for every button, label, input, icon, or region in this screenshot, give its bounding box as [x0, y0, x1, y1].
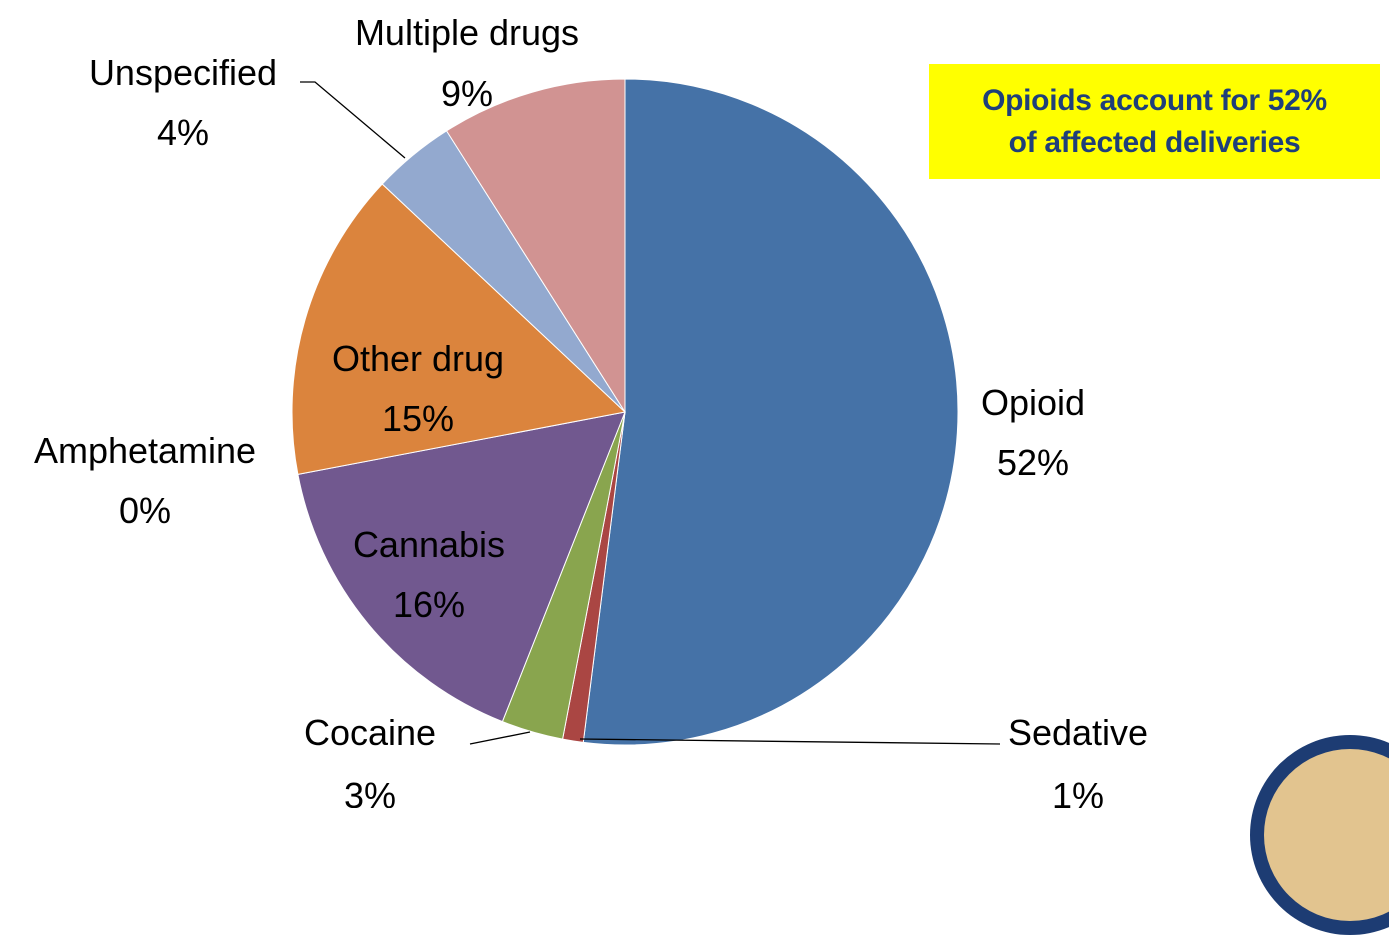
pie-slices [291, 78, 959, 746]
slice-label-amphetamine: Amphetamine [34, 430, 256, 471]
slice-label-cocaine: Cocaine [304, 712, 436, 753]
pie-slice-opioid [582, 78, 959, 746]
slice-label-opioid: Opioid [981, 382, 1085, 423]
callout-line-1: Opioids account for 52% [982, 83, 1327, 117]
slice-label-cannabis: Cannabis [353, 524, 505, 565]
slice-percent-cannabis: 16% [393, 584, 465, 625]
slice-percent-unspecified: 4% [157, 112, 209, 153]
pie-slice-cannabis [297, 411, 626, 723]
callout-line-2: of affected deliveries [1008, 125, 1301, 159]
opioid-callout-box: Opioids account for 52% of affected deli… [929, 64, 1380, 179]
slice-percent-other-drug: 15% [382, 398, 454, 439]
slice-percent-multiple-drugs: 9% [441, 73, 493, 114]
slice-label-unspecified: Unspecified [89, 52, 277, 93]
pie-chart: Opioid 52% Sedative 1% Cocaine 3% Cannabis 16% A… [34, 12, 1148, 808]
slice-percent-sedative: 1% [1052, 775, 1104, 808]
slice-percent-opioid: 52% [997, 442, 1069, 483]
slice-labels: Opioid 52% Sedative 1% Cocaine 3% Cannabis 16% A… [34, 12, 1148, 808]
leader-line-sedative [579, 738, 1001, 745]
leader-line-cocaine [469, 731, 531, 745]
leader-line-unspecified [300, 81, 406, 159]
pie-slice-multiple-drugs [445, 78, 626, 414]
pie-slice-other-drug [291, 183, 627, 475]
slice-percent-amphetamine: 0% [119, 490, 171, 531]
slice-label-multiple-drugs: Multiple drugs [355, 12, 579, 53]
slice-label-other-drug: Other drug [332, 338, 504, 379]
slice-label-sedative: Sedative [1008, 712, 1148, 753]
leader-lines [300, 81, 1001, 745]
slice-percent-cocaine: 3% [344, 775, 396, 808]
